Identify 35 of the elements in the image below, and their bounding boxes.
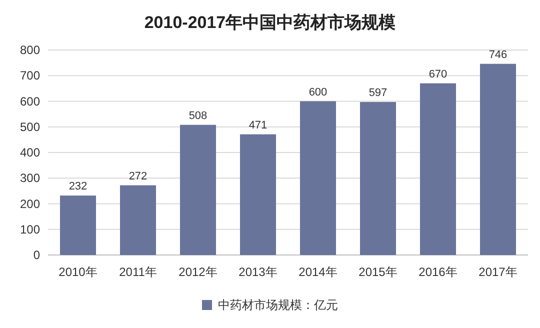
data-label: 272 [128, 170, 148, 182]
bar [300, 101, 336, 255]
y-tick-label: 700 [20, 68, 40, 83]
y-tick-label: 200 [20, 196, 40, 211]
y-tick-label: 800 [20, 43, 40, 57]
x-tick-label: 2011年 [119, 265, 157, 279]
title: 2010-2017年中国中药材市场规模 [144, 13, 396, 32]
y-tick-label: 500 [20, 120, 40, 134]
bar [420, 83, 456, 255]
data-label: 600 [308, 86, 328, 98]
bar [120, 185, 156, 255]
y-tick-label: 300 [20, 171, 40, 186]
bar [480, 64, 516, 255]
legend: 中药材市场规模：亿元 [202, 298, 338, 312]
bar [360, 102, 396, 255]
data-label: 232 [68, 180, 88, 193]
bar [180, 124, 216, 255]
x-tick-label: 2014年 [298, 265, 338, 279]
x-tick-label: 2015年 [358, 265, 398, 279]
x-tick-label: 2012年 [178, 265, 218, 279]
data-label: 471 [248, 119, 268, 132]
data-label: 597 [368, 87, 388, 100]
bar [60, 196, 96, 255]
data-label: 746 [488, 48, 508, 61]
data-label: 670 [428, 68, 448, 80]
bar [240, 134, 276, 255]
x-tick-label: 2016年 [418, 265, 458, 279]
y-tick-label: 0 [33, 248, 40, 262]
x-tick-label: 2017年 [478, 265, 518, 279]
y-tick-label: 600 [20, 94, 40, 108]
y-tick-label: 100 [20, 222, 40, 236]
x-tick-label: 2013年 [238, 265, 278, 279]
y-tick-label: 400 [20, 146, 40, 160]
x-tick-label: 2010年 [58, 265, 98, 279]
data-label: 508 [188, 110, 208, 122]
